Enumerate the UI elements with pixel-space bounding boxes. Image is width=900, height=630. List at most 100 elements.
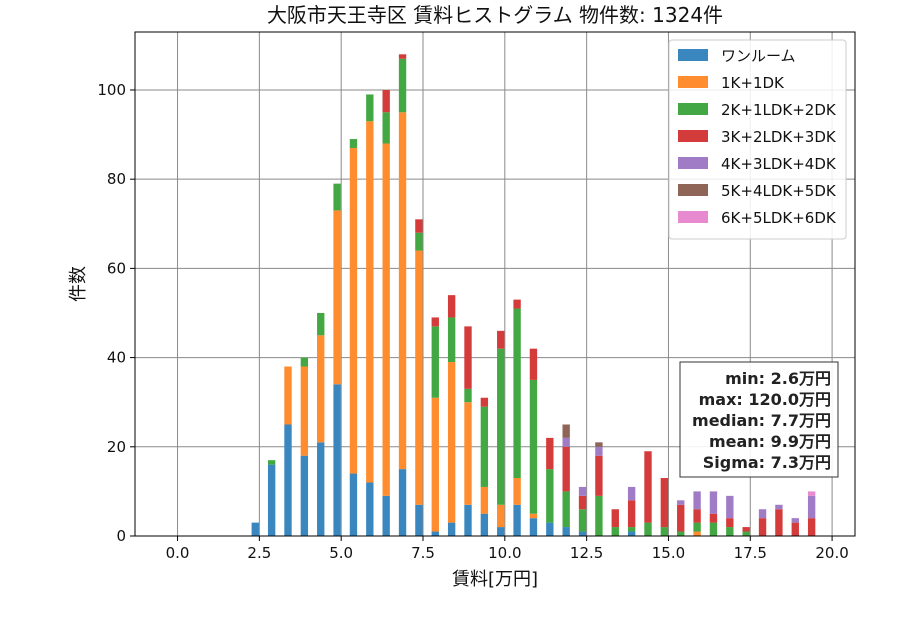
x-tick-label: 15.0	[652, 544, 685, 562]
histogram-bar	[284, 366, 292, 425]
legend-entry: 3K+2LDK+3DK	[721, 128, 837, 146]
legend-swatch	[678, 211, 708, 223]
stats-line: Sigma: 7.3万円	[703, 453, 831, 472]
histogram-bar	[480, 513, 489, 536]
histogram-bar	[627, 527, 636, 532]
histogram-bar	[497, 348, 505, 505]
y-tick-label: 0	[116, 527, 126, 545]
histogram-bar	[693, 491, 701, 510]
histogram-bar	[807, 491, 816, 496]
histogram-bar	[333, 384, 341, 536]
y-tick-label: 80	[107, 170, 126, 188]
histogram-bar	[333, 210, 341, 385]
histogram-bar	[726, 527, 734, 536]
histogram-bar	[595, 495, 603, 536]
histogram-bar	[300, 366, 309, 456]
histogram-bar	[415, 232, 423, 251]
histogram-bar	[595, 442, 603, 447]
histogram-bar	[267, 464, 276, 536]
histogram-bar	[546, 437, 554, 470]
histogram-bar	[317, 312, 325, 336]
histogram-bar	[693, 531, 701, 536]
histogram-bar	[513, 504, 521, 536]
histogram-bar	[447, 317, 456, 363]
histogram-bar	[431, 531, 439, 536]
legend: ワンルーム 1K+1DK 2K+1LDK+2DK 3K+2LDK+3DK 4K+3LDK…	[668, 39, 847, 240]
histogram-bar	[791, 522, 799, 536]
histogram-bar	[431, 317, 439, 327]
x-tick-label: 5.0	[329, 544, 353, 562]
histogram-bar	[693, 522, 701, 532]
chart-title: 大阪市天王寺区 賃料ヒストグラム 物件数: 1324件	[267, 3, 723, 27]
histogram-bar	[758, 518, 767, 536]
stats-box: min: 2.6万円 max: 120.0万円 median: 7.7万円 mean:…	[679, 361, 839, 478]
histogram-bar	[447, 362, 456, 523]
histogram-bar	[333, 183, 341, 211]
histogram-bar	[807, 518, 816, 536]
y-axis-ticks: 0 20 40 60 80 100	[97, 81, 135, 545]
histogram-bar	[513, 478, 521, 505]
histogram-bar	[775, 509, 783, 536]
histogram-bar	[529, 513, 538, 519]
histogram-bar	[382, 112, 390, 144]
histogram-bar	[726, 518, 734, 528]
histogram-bar	[742, 527, 750, 532]
histogram-bar	[447, 295, 456, 318]
histogram-bar	[677, 500, 685, 505]
legend-entry: 2K+1LDK+2DK	[721, 101, 837, 119]
histogram-bar	[627, 531, 636, 536]
legend-swatch	[678, 130, 708, 142]
x-tick-label: 2.5	[247, 544, 271, 562]
histogram-bar	[660, 478, 669, 528]
histogram-bar	[464, 388, 472, 403]
histogram-bar	[546, 469, 554, 523]
histogram-bar	[709, 513, 718, 523]
histogram-bar	[513, 299, 521, 309]
histogram-bar	[366, 121, 374, 483]
histogram-bar	[317, 442, 325, 536]
stats-box-frame	[679, 361, 839, 478]
y-tick-label: 100	[97, 81, 126, 99]
legend-swatch	[678, 76, 708, 88]
histogram-bar	[742, 531, 750, 536]
histogram-bar	[611, 527, 619, 536]
histogram-bar	[578, 509, 587, 532]
histogram-bar	[677, 504, 685, 532]
histogram-bar	[595, 455, 603, 496]
stats-line: max: 120.0万円	[699, 390, 831, 409]
x-tick-label: 10.0	[488, 544, 521, 562]
legend-entry: 1K+1DK	[721, 74, 785, 92]
histogram-bar	[644, 522, 652, 536]
histogram-bar	[726, 495, 734, 519]
histogram-bar	[382, 495, 390, 536]
histogram-bar	[562, 491, 570, 528]
histogram-bar	[562, 446, 570, 492]
histogram-bar	[513, 308, 521, 479]
histogram-bar	[480, 397, 489, 407]
histogram-bar	[562, 424, 570, 438]
y-tick-label: 20	[107, 438, 126, 456]
histogram-bar	[677, 531, 685, 536]
x-tick-label: 17.5	[734, 544, 767, 562]
stats-line: mean: 9.9万円	[709, 432, 831, 451]
histogram-bar	[251, 522, 259, 536]
histogram-bar	[398, 54, 407, 59]
histogram-bar	[349, 147, 358, 474]
histogram-bar	[546, 522, 554, 536]
histogram-bar	[497, 527, 505, 536]
histogram-bar	[349, 473, 358, 536]
histogram-bar	[267, 460, 276, 465]
histogram-bar	[709, 491, 718, 514]
x-tick-label: 0.0	[166, 544, 190, 562]
histogram-bar	[382, 89, 390, 113]
legend-entry: 5K+4LDK+5DK	[721, 182, 837, 200]
y-tick-label: 60	[107, 259, 126, 277]
legend-swatch	[678, 103, 708, 115]
histogram-bar	[349, 139, 358, 148]
histogram-bar	[415, 219, 423, 233]
legend-swatch	[678, 157, 708, 169]
histogram-bar	[791, 518, 799, 523]
histogram-bar	[300, 357, 309, 367]
histogram-bar	[431, 326, 439, 398]
